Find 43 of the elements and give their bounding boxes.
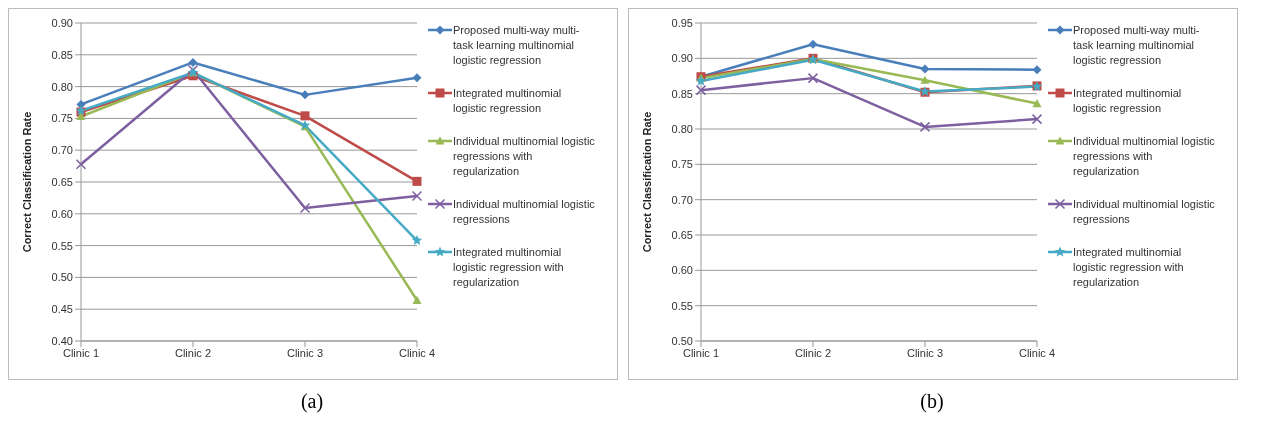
y-tick-label: 0.70 bbox=[51, 144, 73, 157]
y-tick-label: 0.80 bbox=[671, 122, 693, 135]
legend-label: Proposed multi-way multi-task learning multinomial logistic regression bbox=[1073, 23, 1201, 68]
y-tick-label: 0.65 bbox=[51, 175, 73, 188]
y-tick-label: 0.90 bbox=[51, 16, 73, 29]
x-tick-label: Clinic 3 bbox=[286, 346, 324, 359]
y-tick-label: 0.75 bbox=[51, 112, 73, 125]
x-tick-label: Clinic 1 bbox=[682, 346, 720, 359]
legend-label: Integrated multinomial logistic regression bbox=[1073, 86, 1183, 116]
x-tick-label: Clinic 1 bbox=[62, 346, 100, 359]
legend-label: Integrated multinomial logistic regression bbox=[453, 86, 563, 116]
y-tick-label: 0.85 bbox=[51, 48, 73, 61]
y-tick-label: 0.40 bbox=[51, 334, 73, 347]
legend-label: Individual multinomial logistic regressions with regularization bbox=[453, 134, 596, 179]
legend-label: Integrated multinomial logistic regression with regularization bbox=[1073, 245, 1185, 290]
y-tick-label: 0.50 bbox=[51, 271, 73, 284]
x-tick-label: Clinic 2 bbox=[174, 346, 212, 359]
legend-label: Proposed multi-way multi-task learning multinomial logistic regression bbox=[453, 23, 581, 68]
text: (b) bbox=[919, 390, 945, 413]
y-tick-label: 0.60 bbox=[671, 264, 693, 277]
y-tick-label: 0.90 bbox=[671, 52, 693, 65]
legend-label: Individual multinomial logistic regressions with regularization bbox=[1073, 134, 1216, 179]
x-tick-label: Clinic 4 bbox=[398, 346, 436, 359]
y-tick-label: 0.75 bbox=[671, 158, 693, 171]
y-axis-title: Correct Classification Rate bbox=[20, 111, 33, 253]
y-tick-label: 0.45 bbox=[51, 303, 73, 316]
legend-label: Individual multinomial logistic regressions bbox=[1073, 197, 1216, 227]
y-tick-label: 0.70 bbox=[671, 193, 693, 206]
y-tick-label: 0.55 bbox=[51, 239, 73, 252]
text: (a) bbox=[299, 390, 325, 413]
legend-label: Individual multinomial logistic regressions bbox=[453, 197, 596, 227]
y-tick-label: 0.80 bbox=[51, 80, 73, 93]
y-tick-label: 0.60 bbox=[51, 207, 73, 220]
y-axis-title: Correct Classification Rate bbox=[640, 111, 653, 253]
y-tick-label: 0.85 bbox=[671, 87, 693, 100]
x-tick-label: Clinic 2 bbox=[794, 346, 832, 359]
y-tick-label: 0.95 bbox=[671, 16, 693, 29]
legend-label: Integrated multinomial logistic regression with regularization bbox=[453, 245, 565, 290]
x-tick-label: Clinic 4 bbox=[1018, 346, 1056, 359]
y-tick-label: 0.55 bbox=[671, 299, 693, 312]
x-tick-label: Clinic 3 bbox=[906, 346, 944, 359]
y-tick-label: 0.65 bbox=[671, 228, 693, 241]
y-tick-label: 0.50 bbox=[671, 334, 693, 347]
